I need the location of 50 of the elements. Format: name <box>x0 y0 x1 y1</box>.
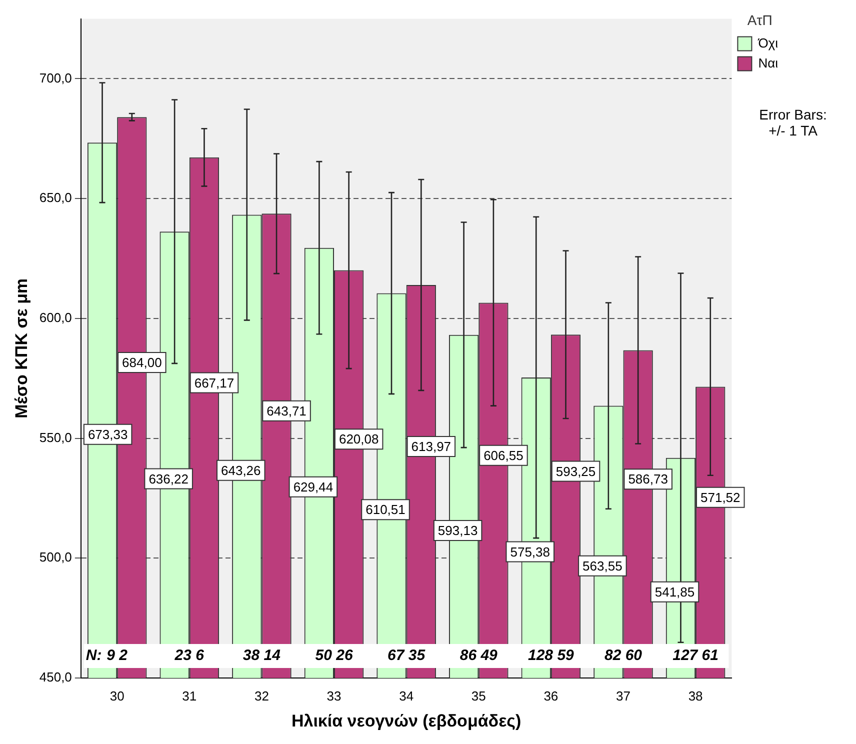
x-tick-label: 30 <box>110 688 124 704</box>
legend-label: Ναι <box>758 55 778 70</box>
annotation: 9 2 <box>106 647 128 664</box>
data-label: 684,00 <box>122 355 162 370</box>
data-label: 606,55 <box>484 448 524 463</box>
x-tick-label: 36 <box>544 688 558 704</box>
annotation: 50 26 <box>315 647 354 664</box>
legend-title: ΑτΠ <box>747 12 772 28</box>
x-axis-title: Ηλικία νεογνών (εβδομάδες) <box>291 711 522 730</box>
y-tick-label: 550,0 <box>39 430 72 445</box>
y-axis-title: Μέσο ΚΠΚ σε μm <box>12 278 31 418</box>
y-tick-label: 450,0 <box>39 670 72 685</box>
y-tick-label: 500,0 <box>39 550 72 565</box>
text: +/- 1 TA <box>768 122 818 139</box>
annotation: 67 35 <box>388 647 426 664</box>
annotation: 38 14 <box>242 647 282 664</box>
data-label: 541,85 <box>654 584 695 600</box>
annotation: 23 6 <box>174 647 205 664</box>
x-tick-label: 35 <box>471 688 486 704</box>
data-label: 643,26 <box>220 462 261 478</box>
x-tick-label: 33 <box>326 688 342 704</box>
data-label: 636,22 <box>148 471 188 486</box>
annotation: 82 60 <box>604 647 643 664</box>
y-tick-label: 700,0 <box>39 70 72 86</box>
x-tick-label: 37 <box>616 688 630 704</box>
data-label: 613,97 <box>411 439 452 454</box>
x-tick-label: 34 <box>399 688 414 704</box>
annotation: 86 49 <box>460 647 498 664</box>
data-label: 593,13 <box>438 523 478 538</box>
data-label: 610,51 <box>366 502 406 518</box>
x-tick-label: 38 <box>688 688 703 704</box>
x-tick-label: 31 <box>182 688 197 704</box>
legend-label: Όχι <box>757 35 778 50</box>
y-tick-label: 650,0 <box>39 190 72 206</box>
text: Error Bars: <box>759 106 827 123</box>
data-label: 667,17 <box>194 375 234 390</box>
annotation: 128 59 <box>528 647 575 664</box>
data-label: 673,33 <box>88 426 128 442</box>
data-label: 593,25 <box>556 464 596 479</box>
data-label: 586,73 <box>628 472 668 487</box>
data-label: 571,52 <box>700 490 740 505</box>
data-label: 563,55 <box>582 558 622 574</box>
y-tick-label: 600,0 <box>39 310 72 326</box>
data-label: 620,08 <box>338 432 379 447</box>
data-label: 575,38 <box>510 544 550 560</box>
annotation: 127 61 <box>672 647 718 664</box>
data-label: 629,44 <box>293 480 334 495</box>
x-tick-label: 32 <box>254 688 269 704</box>
annotation: N: <box>86 647 102 664</box>
data-label: 643,71 <box>266 403 306 418</box>
